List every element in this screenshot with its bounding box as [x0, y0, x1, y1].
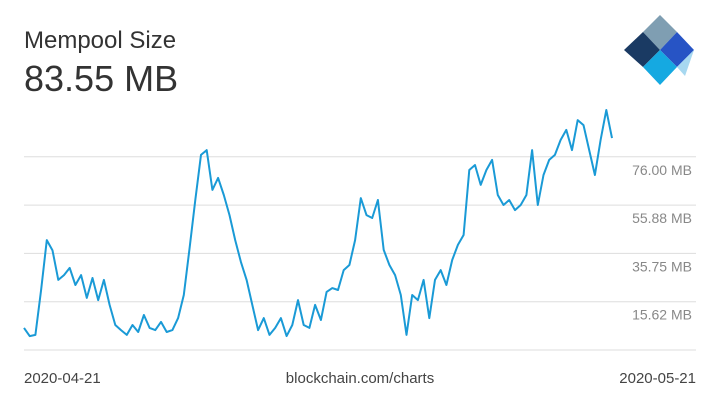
x-tick-label: 2020-05-21 — [619, 370, 696, 387]
y-tick-label: 15.62 MB — [632, 307, 692, 323]
x-tick-label: 2020-04-21 — [24, 370, 101, 387]
data-line — [23, 109, 613, 338]
logo — [624, 15, 694, 85]
chart-title: Mempool Size — [24, 27, 176, 54]
source-label: blockchain.com/charts — [286, 370, 434, 387]
y-tick-label: 76.00 MB — [632, 162, 692, 178]
y-tick-label: 55.88 MB — [632, 210, 692, 226]
chart-subtitle: 83.55 MB — [24, 58, 178, 99]
y-tick-label: 35.75 MB — [632, 258, 692, 274]
